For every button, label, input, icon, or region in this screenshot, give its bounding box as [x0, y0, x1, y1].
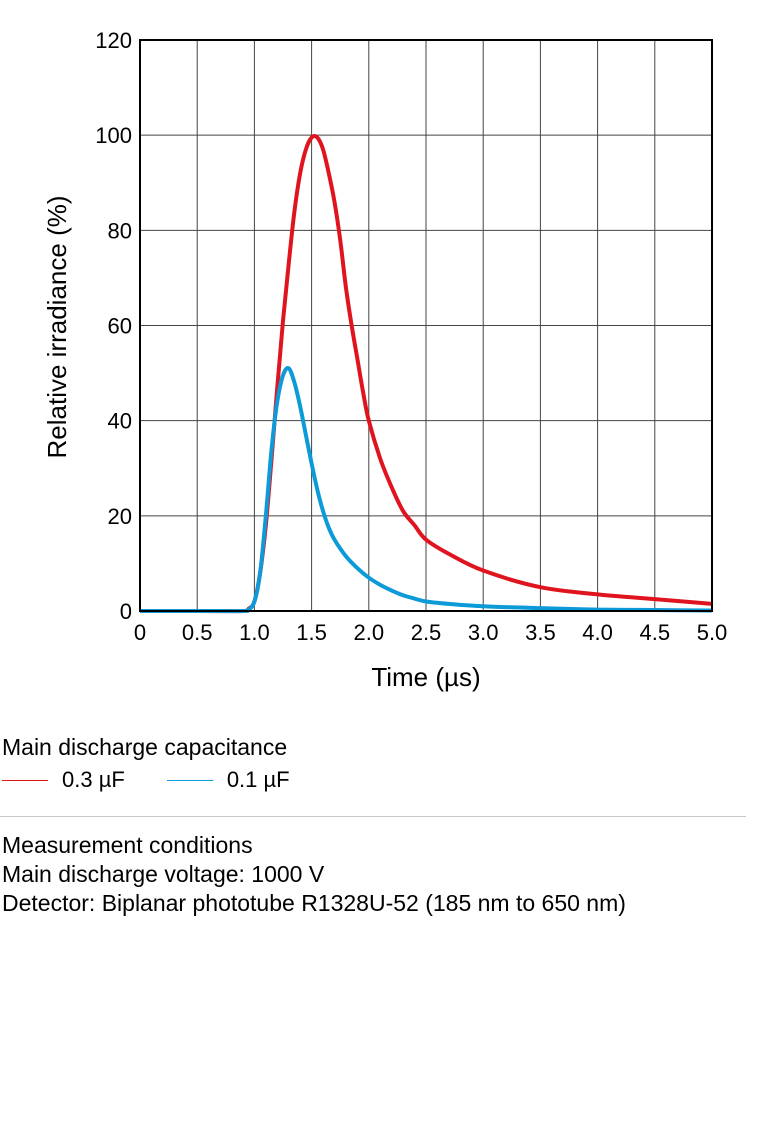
x-tick-label: 5.0 [697, 620, 728, 645]
legend-line-0.1uf [166, 779, 213, 781]
x-tick-label: 2.5 [411, 620, 442, 645]
y-axis-label: Relative irradiance (%) [42, 196, 72, 459]
conditions-heading: Measurement conditions [2, 832, 253, 858]
x-tick-labels: 0 0.5 1.0 1.5 2.0 2.5 3.0 3.5 4.0 4.5 5.0 [134, 620, 727, 645]
y-tick-label: 20 [108, 504, 132, 529]
legend-label-0.3uf: 0.3 µF [62, 767, 125, 792]
y-tick-label: 120 [95, 28, 132, 53]
grid-lines [139, 39, 713, 612]
conditions-voltage: Main discharge voltage: 1000 V [2, 861, 325, 887]
legend-items: 0.3 µF 0.1 µF [2, 767, 762, 793]
y-tick-label: 40 [108, 409, 132, 434]
y-tick-label: 60 [108, 314, 132, 339]
measurement-conditions: Measurement conditions Main discharge vo… [2, 831, 768, 918]
x-tick-label: 4.0 [582, 620, 613, 645]
x-tick-label: 2.0 [354, 620, 385, 645]
y-tick-label: 0 [120, 599, 132, 624]
data-series [140, 134, 713, 614]
irradiance-chart: 0 0.5 1.0 1.5 2.0 2.5 3.0 3.5 4.0 4.5 5.0 0 20 40 60 8… [42, 28, 727, 692]
legend-title: Main discharge capacitance [2, 734, 288, 760]
y-tick-labels: 0 20 40 60 80 100 120 [95, 28, 132, 624]
x-axis-label: Time (µs) [371, 662, 480, 692]
y-tick-label: 80 [108, 218, 132, 243]
x-tick-label: 0 [134, 620, 146, 645]
x-tick-label: 3.0 [468, 620, 499, 645]
plot-frame [139, 39, 713, 612]
series-line-0.1uf [140, 366, 713, 614]
y-tick-label: 100 [95, 123, 132, 148]
legend-label-0.1uf: 0.1 µF [226, 767, 290, 792]
x-tick-label: 1.0 [239, 620, 270, 645]
x-tick-label: 0.5 [182, 620, 213, 645]
legend-line-0.3uf [2, 779, 48, 781]
section-divider [0, 816, 746, 817]
x-tick-label: 4.5 [640, 620, 671, 645]
legend: Main discharge capacitance 0.3 µF 0.1 µF [2, 733, 762, 793]
x-tick-label: 3.5 [525, 620, 556, 645]
x-tick-label: 1.5 [296, 620, 327, 645]
conditions-detector: Detector: Biplanar phototube R1328U-52 (… [2, 890, 626, 916]
